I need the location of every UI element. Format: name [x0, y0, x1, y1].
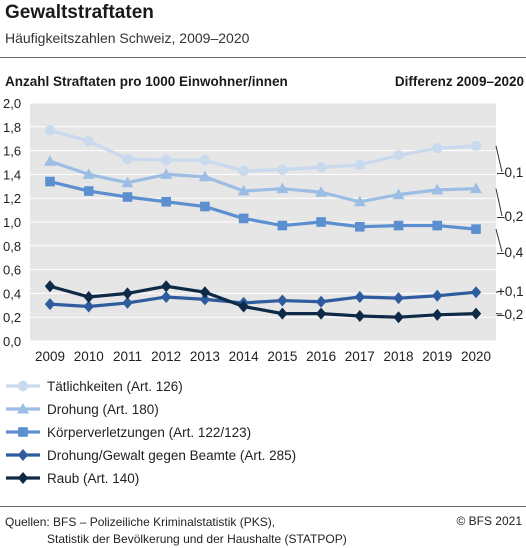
source-note: Quellen: BFS – Polizeiliche Kriminalstat…: [5, 514, 347, 548]
data-point-s1: [316, 162, 326, 172]
y-tick-label: 0,2: [3, 310, 21, 325]
legend-label: Drohung (Art. 180): [47, 402, 159, 417]
data-point-s1: [393, 150, 403, 160]
x-tick-label: 2011: [113, 349, 142, 364]
difference-value: –0,2: [497, 307, 523, 322]
x-tick-label: 2018: [384, 349, 414, 364]
data-point-s3: [432, 221, 442, 231]
legend-marker: [18, 472, 28, 484]
difference-value: –0,4: [497, 245, 524, 260]
legend-label: Tätlichkeiten (Art. 126): [47, 379, 183, 394]
legend-label: Raub (Art. 140): [47, 471, 139, 486]
legend-marker: [18, 427, 28, 437]
y-tick-label: 2,0: [3, 96, 21, 111]
legend-label: Drohung/Gewalt gegen Beamte (Art. 285): [47, 448, 296, 463]
x-tick-label: 2010: [74, 349, 104, 364]
data-point-s3: [161, 197, 171, 207]
x-tick-label: 2020: [461, 349, 491, 364]
difference-value: –0,1: [497, 165, 523, 180]
difference-value: –0,2: [497, 209, 523, 224]
x-tick-label: 2014: [229, 349, 260, 364]
x-tick-label: 2017: [345, 349, 375, 364]
y-tick-label: 1,0: [3, 215, 21, 230]
data-point-s3: [239, 214, 249, 224]
source-line-2: Statistik der Bevölkerung und der Hausha…: [5, 531, 347, 548]
y-tick-label: 1,4: [3, 167, 21, 182]
difference-value: +0,1: [497, 284, 524, 299]
data-point-s1: [122, 154, 132, 164]
legend-label: Körperverletzungen (Art. 122/123): [47, 425, 251, 440]
data-point-s3: [84, 186, 94, 196]
data-point-s3: [355, 222, 365, 232]
x-tick-label: 2016: [306, 349, 336, 364]
x-tick-label: 2015: [267, 349, 297, 364]
data-point-s3: [316, 217, 326, 227]
y-tick-label: 0,6: [3, 263, 21, 278]
data-point-s3: [45, 177, 55, 187]
data-point-s1: [432, 143, 442, 153]
data-point-s1: [45, 125, 55, 135]
bottom-divider: [0, 506, 526, 507]
legend-marker: [18, 381, 28, 391]
y-tick-label: 1,8: [3, 120, 21, 135]
legend-marker: [18, 449, 28, 461]
data-point-s1: [355, 160, 365, 170]
data-point-s1: [200, 155, 210, 165]
data-point-s1: [277, 164, 287, 174]
data-point-s1: [161, 155, 171, 165]
data-point-s1: [238, 166, 248, 176]
x-tick-label: 2012: [151, 349, 181, 364]
x-tick-label: 2019: [422, 349, 452, 364]
y-tick-label: 0,8: [3, 239, 21, 254]
y-tick-label: 0,0: [3, 334, 21, 349]
copyright: © BFS 2021: [456, 514, 522, 528]
data-point-s3: [278, 221, 288, 231]
data-point-s3: [394, 221, 404, 231]
y-tick-label: 0,4: [3, 286, 21, 301]
x-tick-label: 2009: [35, 349, 65, 364]
data-point-s3: [200, 202, 210, 212]
y-tick-label: 1,2: [3, 191, 21, 206]
data-point-s1: [84, 136, 94, 146]
line-chart: 0,0 0,2 0,4 0,6 0,8 1,0 1,2 1,4 1,6 1,8 2,0 2009 201…: [0, 0, 526, 505]
x-tick-label: 2013: [190, 349, 220, 364]
data-point-s1: [471, 141, 481, 151]
source-line-1: Quellen: BFS – Polizeiliche Kriminalstat…: [5, 514, 347, 531]
y-tick-label: 1,6: [3, 144, 21, 159]
data-point-s3: [471, 224, 481, 234]
data-point-s3: [123, 192, 133, 202]
